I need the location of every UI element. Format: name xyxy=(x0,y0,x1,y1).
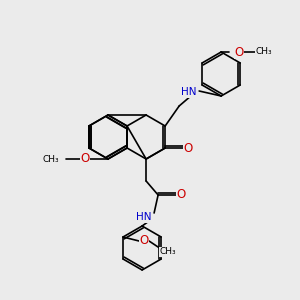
Text: O: O xyxy=(80,152,90,166)
Text: O: O xyxy=(140,235,149,248)
Text: CH₃: CH₃ xyxy=(160,248,176,256)
Text: CH₃: CH₃ xyxy=(256,47,272,56)
Text: HN: HN xyxy=(136,212,152,222)
Text: O: O xyxy=(176,188,186,202)
Text: HN: HN xyxy=(182,87,197,97)
Text: O: O xyxy=(184,142,193,154)
Text: CH₃: CH₃ xyxy=(42,155,59,164)
Text: O: O xyxy=(235,46,244,59)
